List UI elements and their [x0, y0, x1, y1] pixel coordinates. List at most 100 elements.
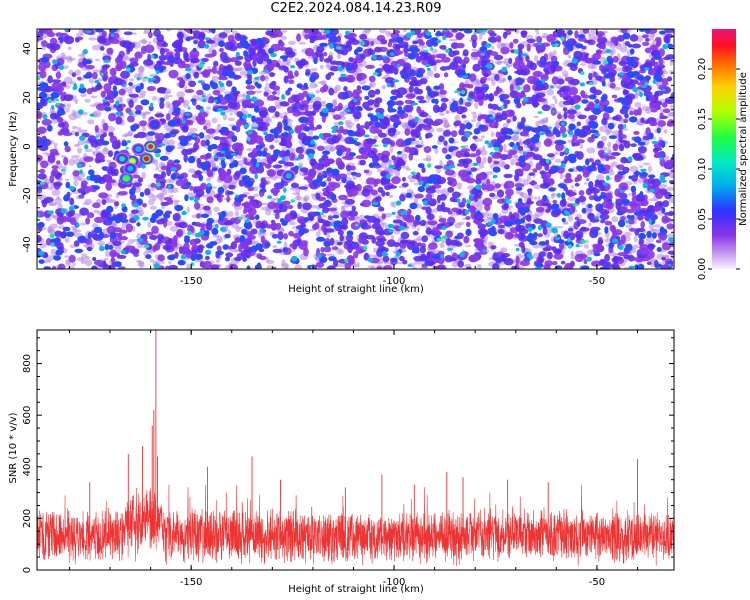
heatmap-cell [419, 219, 427, 227]
heatmap-cell [359, 125, 366, 129]
heatmap-cell [633, 109, 640, 116]
heatmap-cell [574, 182, 580, 187]
heatmap-cell [469, 153, 478, 158]
heatmap-cell [585, 57, 594, 64]
heatmap-cell [663, 35, 671, 44]
heatmap-cell [555, 142, 564, 152]
heatmap-texture-cell [176, 146, 186, 150]
heatmap-cell [567, 29, 573, 36]
heatmap-cell [63, 35, 75, 45]
heatmap-cell [539, 61, 548, 66]
heatmap-texture-cell [627, 193, 634, 196]
heatmap-cell [356, 123, 361, 131]
heatmap-texture-cell [211, 117, 218, 124]
heatmap-cell [551, 246, 557, 251]
heatmap-cell [348, 216, 356, 221]
heatmap-cell [496, 87, 503, 93]
heatmap-texture-cell [39, 242, 47, 249]
heatmap-cell [191, 221, 197, 226]
heatmap-texture-cell [580, 63, 587, 66]
heatmap-texture-cell [486, 216, 493, 220]
heatmap-cell [544, 260, 554, 267]
heatmap-cell [387, 185, 398, 189]
heatmap-cell [163, 196, 173, 201]
heatmap-cell [657, 120, 666, 127]
heatmap-cell [584, 125, 591, 131]
heatmap-cell [653, 205, 662, 212]
heatmap-cell [599, 213, 610, 220]
heatmap-cell [359, 159, 367, 166]
heatmap-cell [654, 90, 664, 96]
heatmap-cell [74, 131, 79, 137]
heatmap-cell [183, 153, 188, 163]
heatmap-cell [620, 185, 628, 191]
heatmap-texture-cell [411, 266, 418, 269]
heatmap-cell [136, 131, 147, 139]
heatmap-texture-cell [229, 248, 238, 253]
heatmap-cell [298, 243, 308, 250]
heatmap-cell [439, 89, 447, 95]
heatmap-texture-cell [425, 155, 432, 162]
heatmap-cell [63, 94, 74, 102]
heatmap-cell [40, 40, 48, 47]
heatmap-texture-cell [482, 145, 486, 151]
heatmap-texture-cell [668, 70, 674, 75]
heatmap-texture-cell [668, 170, 674, 174]
heatmap-cell [316, 36, 324, 41]
heatmap-cell [332, 114, 342, 120]
heatmap-texture-cell [121, 221, 127, 228]
heatmap-texture-cell [384, 222, 388, 229]
heatmap-cell [328, 87, 335, 96]
heatmap-texture-cell [608, 169, 615, 176]
heatmap-texture-cell [398, 34, 405, 38]
heatmap-cell [375, 196, 382, 202]
heatmap-texture-cell [482, 156, 487, 164]
heatmap-cell [462, 49, 469, 57]
heatmap-texture-cell [104, 250, 111, 257]
heatmap-texture-cell [632, 244, 640, 249]
heatmap-texture-cell [84, 149, 93, 153]
heatmap-cell [153, 173, 159, 178]
heatmap-cell [289, 243, 296, 248]
heatmap-texture-cell [479, 138, 483, 142]
heatmap-texture-cell [119, 97, 123, 104]
heatmap-cell [189, 238, 198, 246]
heatmap-cell [485, 184, 495, 192]
heatmap-cell [610, 36, 619, 44]
heatmap-texture-cell [554, 98, 558, 105]
heatmap-texture-cell [106, 125, 116, 133]
heatmap-cell [463, 151, 470, 157]
heatmap-cell [644, 47, 652, 54]
heatmap-cell [418, 111, 429, 118]
heatmap-texture-cell [56, 195, 60, 201]
heatmap-cell [247, 186, 255, 192]
heatmap-cell [600, 219, 606, 224]
heatmap-cell [399, 194, 406, 202]
heatmap-texture-cell [217, 85, 226, 93]
heatmap-texture-cell [64, 237, 70, 243]
heatmap-cell [99, 69, 108, 78]
heatmap-cell [196, 223, 206, 228]
heatmap-cell [525, 214, 532, 222]
heatmap-cell [51, 165, 59, 170]
heatmap-texture-cell [298, 42, 307, 45]
heatmap-texture-cell [369, 82, 373, 88]
heatmap-texture-cell [103, 146, 108, 152]
heatmap-cell [641, 34, 649, 39]
heatmap-cell [575, 139, 585, 144]
heatmap-texture-cell [303, 197, 308, 201]
heatmap-cell [412, 230, 419, 236]
heatmap-cell [197, 32, 206, 41]
heatmap-texture-cell [660, 183, 668, 189]
heatmap-cell [375, 226, 384, 235]
heatmap-cell [142, 203, 147, 208]
heatmap-texture-cell [73, 180, 79, 187]
heatmap-texture-cell [608, 151, 612, 158]
heatmap-cell [631, 43, 642, 49]
heatmap-cell [416, 95, 425, 101]
heatmap-texture-cell [476, 264, 482, 269]
heatmap-cell [618, 60, 627, 67]
heatmap-cell [541, 42, 551, 47]
heatmap-cell [441, 45, 447, 51]
heatmap-texture-cell [128, 239, 135, 244]
